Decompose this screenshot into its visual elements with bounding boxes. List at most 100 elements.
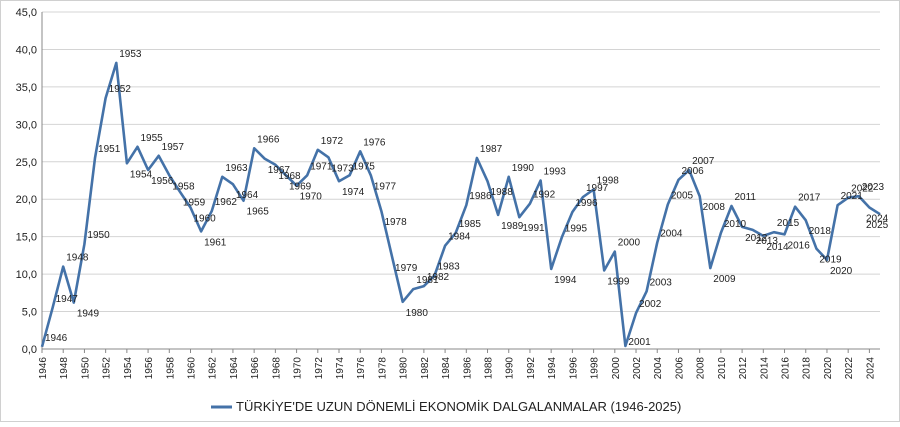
x-tick-label: 2010 <box>717 357 728 380</box>
point-labels: 1946 1947 1948 1949 1950 1951 1952 1953 1954 1955… <box>45 49 889 348</box>
y-tick-label: 5,0 <box>22 307 37 319</box>
x-tick-label: 1954 <box>123 357 134 380</box>
point-label: 1981 <box>416 275 439 286</box>
point-label: 2015 <box>777 218 800 229</box>
point-label: 1976 <box>363 137 386 148</box>
x-tick-label: 1994 <box>547 357 558 380</box>
point-label: 1985 <box>459 219 482 230</box>
y-tick-label: 45,0 <box>16 7 37 19</box>
point-label: 1980 <box>406 308 429 319</box>
point-label: 1963 <box>225 163 248 174</box>
point-label: 1992 <box>533 190 556 201</box>
x-tick-label: 1952 <box>102 357 113 380</box>
point-label: 2010 <box>724 219 747 230</box>
point-label: 1956 <box>151 176 174 187</box>
x-tick-label: 1998 <box>590 357 601 380</box>
point-label: 1964 <box>236 190 259 201</box>
x-tick-label: 2022 <box>844 357 855 380</box>
point-label: 1962 <box>215 197 238 208</box>
point-label: 2008 <box>703 202 726 213</box>
point-label: 1958 <box>172 181 195 192</box>
point-label: 1978 <box>384 217 407 228</box>
x-tick-label: 1960 <box>187 357 198 380</box>
x-tick-label: 1978 <box>377 357 388 380</box>
point-label: 2009 <box>713 274 736 285</box>
point-label: 2024 <box>866 213 889 224</box>
point-label: 2021 <box>841 191 864 202</box>
point-label: 2011 <box>734 192 756 203</box>
y-tick-label: 25,0 <box>16 157 37 169</box>
point-label: 1993 <box>544 167 567 178</box>
legend-label: TÜRKİYE'DE UZUN DÖNEMLİ EKONOMİK DALGALA… <box>236 399 681 414</box>
point-label: 1977 <box>374 181 397 192</box>
point-label: 1948 <box>66 253 89 264</box>
point-label: 1973 <box>331 163 354 174</box>
point-label: 2002 <box>639 299 662 310</box>
point-label: 2005 <box>671 190 694 201</box>
x-tick-label: 2016 <box>781 357 792 380</box>
point-label: 2012 <box>745 233 768 244</box>
point-label: 1987 <box>480 144 503 155</box>
point-label: 1996 <box>575 198 598 209</box>
y-tick-label: 15,0 <box>16 232 37 244</box>
x-tick-label: 2004 <box>653 357 664 380</box>
point-label: 2006 <box>681 166 704 177</box>
y-tick-label: 20,0 <box>16 194 37 206</box>
point-label: 1946 <box>45 333 68 344</box>
point-label: 2013 <box>756 236 779 247</box>
y-tick-label: 0,0 <box>22 344 37 356</box>
x-tick-label: 1950 <box>80 357 91 380</box>
x-tick-label: 1996 <box>568 357 579 380</box>
x-tick-label: 1992 <box>526 357 537 380</box>
point-label: 1968 <box>278 171 301 182</box>
x-tick-label: 1966 <box>250 357 261 380</box>
point-label: 1983 <box>437 262 460 273</box>
x-tick-label: 1964 <box>229 357 240 380</box>
point-label: 1960 <box>194 213 217 224</box>
x-tick-label: 2018 <box>802 357 813 380</box>
point-label: 2023 <box>862 182 885 193</box>
x-tick-label: 1948 <box>59 357 70 380</box>
point-label: 1999 <box>607 276 630 287</box>
point-label: 2019 <box>819 255 842 266</box>
x-tick-label: 2002 <box>632 357 643 380</box>
point-label: 1957 <box>162 142 185 153</box>
y-tick-label: 40,0 <box>16 44 37 56</box>
point-label: 2014 <box>766 242 789 253</box>
x-tick-label: 1962 <box>208 357 219 380</box>
point-label: 1994 <box>554 275 577 286</box>
point-label: 1952 <box>109 84 132 95</box>
point-label: 1989 <box>501 221 524 232</box>
x-tick-label: 1982 <box>420 357 431 380</box>
point-label: 1995 <box>565 223 588 234</box>
x-tick-label: 2024 <box>865 357 876 380</box>
point-label: 1961 <box>204 237 227 248</box>
series-line <box>40 61 881 348</box>
x-tick-label: 1958 <box>165 357 176 380</box>
y-tick-label: 35,0 <box>16 82 37 94</box>
point-label: 1984 <box>448 232 471 243</box>
point-label: 2016 <box>788 240 811 251</box>
x-tick-label: 1986 <box>462 357 473 380</box>
point-label: 1986 <box>469 191 492 202</box>
point-label: 1951 <box>98 144 121 155</box>
point-label: 1967 <box>268 165 291 176</box>
y-tick-label: 10,0 <box>16 269 37 281</box>
x-tick-label: 1946 <box>38 357 49 380</box>
point-label: 1979 <box>395 263 418 274</box>
point-label: 1950 <box>87 230 110 241</box>
point-label: 1988 <box>491 187 514 198</box>
point-label: 2000 <box>618 238 641 249</box>
point-label: 1972 <box>321 136 344 147</box>
x-tick-label: 2012 <box>738 357 749 380</box>
point-label: 1991 <box>522 223 545 234</box>
point-label: 1990 <box>512 163 535 174</box>
x-tick-label: 1990 <box>505 357 516 380</box>
point-label: 1949 <box>77 309 100 320</box>
point-label: 1955 <box>140 133 163 144</box>
x-tick-label: 1980 <box>399 357 410 380</box>
point-label: 2001 <box>628 337 651 348</box>
point-label: 1998 <box>597 175 620 186</box>
